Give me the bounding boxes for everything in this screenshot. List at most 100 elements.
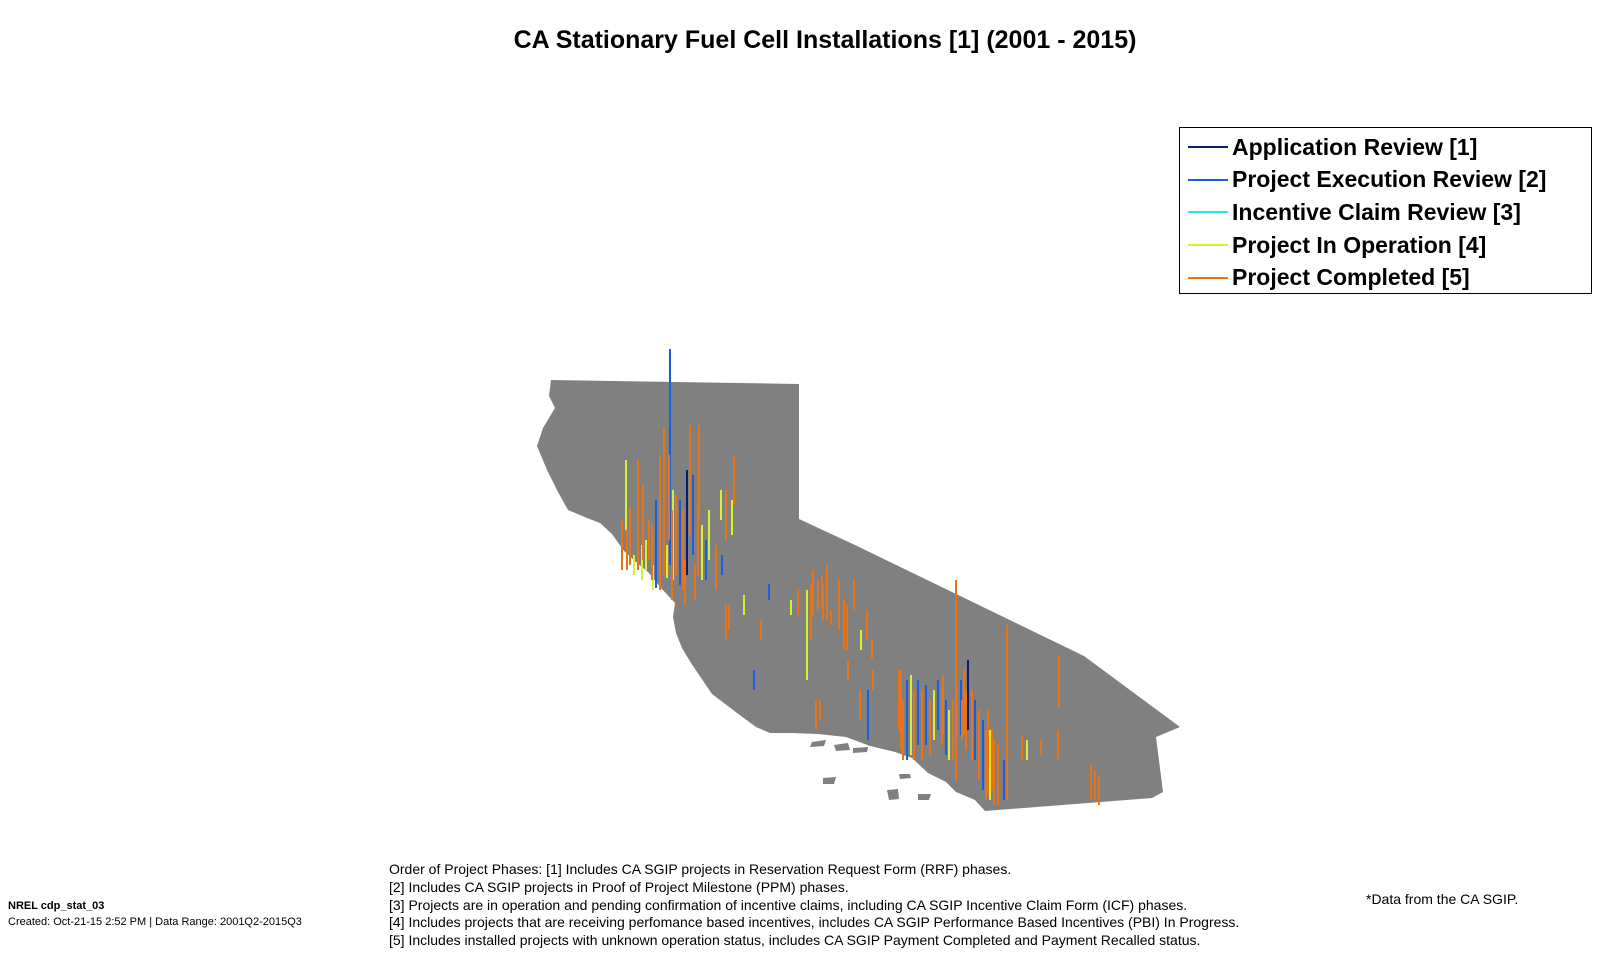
installation-bar	[642, 485, 644, 560]
installation-bar	[629, 508, 631, 565]
installation-bar	[859, 690, 861, 720]
installation-bar	[846, 605, 848, 650]
legend-label: Application Review [1]	[1232, 133, 1478, 160]
installation-bars	[621, 349, 1100, 805]
installation-bar	[668, 455, 670, 540]
credit-block: NREL cdp_stat_03 Created: Oct-21-15 2:52…	[8, 898, 302, 930]
legend-swatch	[1188, 244, 1228, 247]
installation-bar	[797, 590, 799, 615]
installation-bar	[720, 490, 722, 520]
installation-bar	[659, 455, 661, 590]
installation-bar	[955, 580, 957, 780]
legend-label: Project In Operation [4]	[1232, 231, 1487, 258]
source-note: *Data from the CA SGIP.	[1366, 891, 1519, 907]
installation-bar	[812, 570, 814, 615]
installation-bar	[708, 510, 710, 560]
installation-bar	[826, 565, 828, 620]
installation-bar	[974, 700, 976, 760]
legend-swatch	[1188, 178, 1228, 181]
installation-bar	[929, 700, 931, 755]
installation-bar	[987, 710, 989, 795]
installation-bar	[978, 710, 980, 780]
installation-bar	[871, 640, 873, 660]
phase-notes: Order of Project Phases: [1] Includes CA…	[389, 861, 1239, 950]
installation-bar	[655, 500, 657, 588]
installation-bar	[684, 560, 686, 605]
note-line: [4] Includes projects that are receiving…	[389, 914, 1240, 931]
installation-bar	[821, 575, 823, 605]
installation-bar	[715, 545, 717, 590]
installation-bar	[651, 525, 653, 580]
installation-bar	[679, 500, 681, 585]
installation-bar	[1021, 735, 1023, 760]
installation-bar	[1094, 770, 1096, 800]
legend-label: Project Execution Review [2]	[1232, 166, 1547, 193]
installation-bar	[645, 540, 647, 570]
installation-bar	[898, 670, 900, 730]
installation-bar	[872, 670, 874, 690]
installation-bar	[963, 670, 965, 735]
installation-bar	[743, 595, 745, 615]
installation-bar	[626, 530, 628, 570]
installation-bar	[637, 460, 639, 560]
installation-bar	[937, 680, 939, 730]
installation-bar	[933, 690, 935, 740]
installation-bar	[942, 675, 944, 735]
installation-bar	[692, 475, 694, 555]
note-line: [2] Includes CA SGIP projects in Proof o…	[389, 878, 849, 895]
installation-bar	[917, 680, 919, 745]
installation-bar	[725, 605, 727, 640]
california-shape	[537, 380, 1180, 811]
installation-bar	[900, 670, 902, 750]
installation-bar	[921, 690, 923, 760]
installation-bar	[810, 585, 812, 640]
legend-swatch	[1188, 146, 1228, 149]
installation-bar	[1057, 730, 1059, 760]
note-line: [5] Includes installed projects with unk…	[389, 932, 1201, 949]
installation-bar	[1040, 740, 1042, 755]
installation-bar	[694, 565, 696, 600]
installation-bar	[625, 460, 627, 530]
installation-bar	[671, 510, 673, 600]
installation-bar	[993, 740, 995, 805]
installation-bar	[971, 690, 973, 760]
installation-bar	[663, 427, 665, 575]
installation-bar	[948, 710, 950, 760]
legend-item-application-review: Application Review [1]	[1188, 131, 1591, 164]
installation-bar	[965, 690, 967, 750]
installation-bar	[817, 580, 819, 610]
note-line: [3] Projects are in operation and pendin…	[389, 896, 1188, 913]
installation-bar	[698, 425, 700, 520]
installation-bar	[853, 580, 855, 610]
installation-bar	[731, 500, 733, 535]
installation-bar	[847, 660, 849, 680]
installation-bar	[686, 470, 688, 575]
installation-bar	[867, 690, 869, 740]
installation-bar	[682, 510, 684, 590]
installation-bar	[830, 610, 832, 625]
installation-bar	[697, 505, 699, 575]
installation-bar	[1090, 765, 1092, 800]
installation-bar	[633, 555, 635, 575]
installation-bar	[725, 490, 727, 540]
installation-bar	[967, 660, 969, 730]
installation-bar	[648, 520, 650, 560]
installation-bar	[1098, 775, 1100, 805]
installation-bar	[753, 670, 755, 690]
legend-item-incentive-claim-review: Incentive Claim Review [3]	[1188, 196, 1591, 229]
installation-bar	[866, 610, 868, 640]
legend-swatch	[1188, 276, 1228, 279]
chart-title: CA Stationary Fuel Cell Installations [1…	[513, 26, 1137, 54]
installation-bar	[989, 730, 991, 800]
installation-bar	[760, 620, 762, 640]
installation-bar	[1058, 655, 1060, 708]
installation-bar	[666, 545, 668, 578]
installation-bar	[1026, 740, 1028, 760]
legend-item-project-execution-review: Project Execution Review [2]	[1188, 164, 1591, 197]
installation-bar	[838, 590, 840, 630]
installation-bar	[705, 540, 707, 580]
installation-bar	[902, 700, 904, 760]
installation-bar	[982, 720, 984, 790]
installation-bar	[728, 605, 730, 630]
legend-label: Incentive Claim Review [3]	[1232, 198, 1521, 225]
